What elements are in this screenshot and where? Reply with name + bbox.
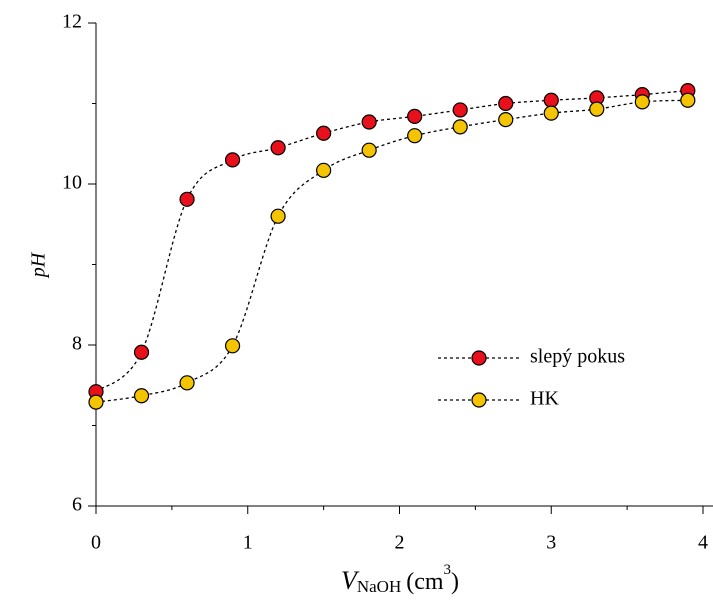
- series-line: [95, 99, 688, 403]
- data-point: [361, 142, 377, 158]
- legend-label: HK: [530, 388, 559, 410]
- data-point: [179, 191, 195, 207]
- data-point: [407, 128, 423, 144]
- legend-marker: [471, 350, 487, 366]
- x-label-symbol: V: [341, 566, 360, 595]
- data-point: [133, 388, 150, 404]
- data-point: [316, 162, 332, 178]
- y-tick-label: 10: [62, 172, 82, 194]
- x-label-power: 3: [444, 562, 452, 578]
- y-axis-label: pH: [28, 251, 50, 279]
- x-tick-label: 1: [243, 532, 253, 554]
- data-point: [589, 101, 605, 117]
- data-point: [361, 114, 377, 130]
- data-point: [543, 105, 559, 121]
- y-tick-label: 6: [72, 494, 82, 516]
- data-point: [452, 119, 468, 135]
- data-point: [88, 394, 104, 410]
- data-point: [680, 92, 696, 108]
- data-point: [224, 338, 241, 354]
- data-point: [498, 111, 514, 128]
- data-point: [270, 140, 286, 156]
- x-label-unit: (cm: [406, 569, 444, 595]
- y-tick-label: 8: [72, 333, 82, 355]
- data-point: [407, 108, 423, 124]
- data-point: [179, 375, 195, 391]
- y-tick-label: 12: [62, 11, 82, 33]
- data-point: [543, 92, 559, 108]
- data-point: [224, 152, 241, 168]
- legend-marker: [471, 392, 487, 408]
- data-point: [634, 94, 650, 110]
- x-tick-label: 3: [546, 532, 556, 554]
- data-point: [498, 95, 514, 112]
- x-axis-label: VNaOH (cm3): [341, 562, 459, 595]
- x-tick-label: 4: [698, 532, 708, 554]
- x-label-close: ): [451, 569, 459, 595]
- legend-label: slepý pokus: [530, 346, 625, 368]
- data-point: [133, 344, 150, 360]
- data-point: [270, 208, 286, 224]
- data-point: [452, 102, 468, 118]
- x-tick-label: 2: [395, 532, 405, 554]
- data-point: [316, 125, 332, 141]
- x-tick-label: 0: [91, 532, 101, 554]
- x-label-subscript: NaOH: [357, 577, 401, 596]
